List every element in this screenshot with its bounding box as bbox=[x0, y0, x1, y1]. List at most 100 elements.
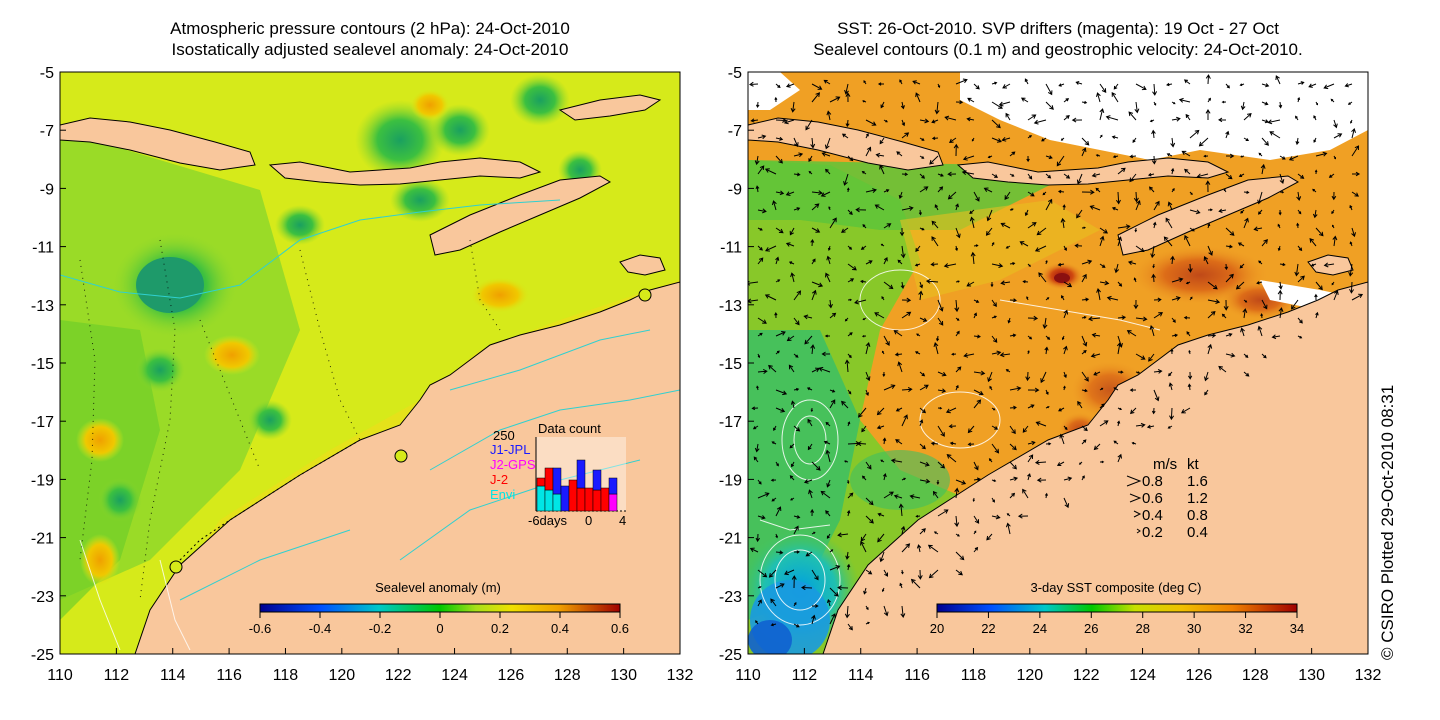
right-x-tick-label: 122 bbox=[1073, 667, 1100, 684]
velocity-arrow bbox=[1000, 280, 1011, 286]
left-y-tick-label: -9 bbox=[40, 181, 54, 198]
velocity-arrow bbox=[1151, 273, 1156, 283]
velocity-arrow bbox=[1036, 477, 1047, 483]
velocity-arrow bbox=[1111, 206, 1119, 211]
right-y-tick-label: -15 bbox=[719, 356, 742, 373]
velocity-arrow bbox=[811, 569, 819, 581]
velocity-arrow bbox=[1314, 169, 1318, 175]
velocity-arrow bbox=[1135, 316, 1148, 322]
velocity-arrow bbox=[860, 533, 867, 542]
velocity-arrow bbox=[1000, 222, 1011, 229]
velocity-arrow bbox=[901, 206, 914, 211]
velocity-arrow bbox=[893, 330, 903, 337]
velocity-arrow bbox=[841, 400, 849, 409]
velocity-arrow bbox=[847, 278, 855, 283]
velocity-arrow bbox=[1059, 433, 1065, 445]
velocity-arrow bbox=[919, 461, 930, 467]
velocity-arrow bbox=[804, 335, 813, 345]
velocity-arrow bbox=[973, 477, 981, 482]
velocity-arrow bbox=[1096, 288, 1101, 301]
velocity-arrow bbox=[1081, 226, 1086, 229]
velocity-arrow bbox=[775, 117, 787, 123]
velocity-arrow bbox=[1309, 237, 1317, 247]
velocity-arrow bbox=[973, 546, 979, 553]
velocity-arrow bbox=[1315, 281, 1323, 291]
velocity-arrow bbox=[915, 92, 921, 103]
velocity-arrow bbox=[801, 585, 813, 591]
velocity-arrow bbox=[1129, 154, 1137, 159]
velocity-arrow bbox=[825, 272, 831, 283]
velocity-arrow bbox=[1261, 83, 1270, 88]
velocity-arrow bbox=[1113, 83, 1119, 90]
inset-x-label-start: -6days bbox=[528, 513, 568, 528]
velocity-arrow bbox=[912, 80, 921, 85]
velocity-arrow bbox=[820, 490, 831, 499]
velocity-arrow bbox=[1081, 100, 1088, 104]
velocity-arrow bbox=[828, 299, 833, 309]
australia-landmass-sst bbox=[822, 281, 1368, 654]
velocity-arrow bbox=[1153, 101, 1157, 106]
velocity-arrow bbox=[1226, 153, 1235, 159]
velocity-arrow bbox=[1189, 209, 1201, 215]
velocity-arrow bbox=[1277, 289, 1283, 301]
velocity-arrow bbox=[967, 442, 975, 447]
velocity-arrow bbox=[963, 352, 975, 358]
velocity-arrow bbox=[1218, 117, 1227, 123]
velocity-arrow bbox=[806, 387, 813, 391]
velocity-arrow bbox=[1183, 79, 1191, 85]
velocity-arrow bbox=[846, 563, 851, 571]
velocity-arrow bbox=[919, 227, 925, 231]
velocity-arrow bbox=[1091, 332, 1101, 338]
velocity-arrow bbox=[808, 170, 813, 175]
velocity-arrow bbox=[1099, 227, 1109, 234]
velocity-arrow bbox=[847, 155, 854, 162]
velocity-arrow bbox=[1027, 440, 1036, 446]
velocity-arrow bbox=[1297, 173, 1305, 179]
velocity-arrow bbox=[883, 335, 890, 346]
velocity-arrow bbox=[1081, 439, 1087, 445]
velocity-arrow bbox=[865, 133, 869, 139]
velocity-arrow bbox=[944, 115, 957, 121]
velocity-arrow bbox=[1026, 296, 1029, 301]
velocity-arrow bbox=[1347, 101, 1353, 105]
velocity-arrow bbox=[1189, 129, 1200, 139]
right-y-tick-label: -7 bbox=[728, 123, 742, 140]
velocity-arrow bbox=[783, 119, 795, 125]
velocity-arrow bbox=[1242, 308, 1248, 319]
velocity-arrow bbox=[969, 216, 975, 229]
velocity-arrow bbox=[919, 317, 928, 322]
velocity-arrow bbox=[969, 209, 975, 215]
velocity-arrow bbox=[1315, 311, 1319, 319]
velocity-arrow bbox=[1168, 382, 1173, 391]
velocity-arrow bbox=[790, 497, 795, 501]
legend-j2-gps: J2-GPS bbox=[490, 457, 536, 472]
velocity-arrow bbox=[897, 259, 903, 265]
velocity-arrow bbox=[1045, 155, 1053, 160]
velocity-arrow bbox=[967, 97, 975, 103]
velocity-arrow bbox=[1243, 217, 1249, 229]
velocity-arrow bbox=[1253, 226, 1263, 232]
velocity-arrow bbox=[1204, 389, 1209, 396]
velocity-arrow bbox=[973, 399, 982, 409]
left-y-tick-label: -21 bbox=[31, 531, 54, 548]
velocity-arrow bbox=[933, 342, 939, 355]
velocity-arrow bbox=[775, 506, 782, 517]
velocity-arrow bbox=[775, 256, 780, 265]
velocity-arrow bbox=[793, 525, 799, 535]
velocity-arrow bbox=[937, 509, 949, 517]
velocity-arrow bbox=[1081, 137, 1090, 146]
velocity-arrow bbox=[1279, 155, 1286, 160]
velocity-arrow bbox=[937, 371, 947, 377]
velocity-arrow bbox=[917, 569, 923, 580]
velocity-arrow bbox=[1207, 310, 1216, 319]
sst-colorbar-tick-label: 24 bbox=[1033, 621, 1047, 636]
velocity-arrow bbox=[1009, 386, 1022, 391]
velocity-arrow bbox=[793, 207, 801, 211]
velocity-arrow bbox=[1146, 424, 1155, 429]
velocity-arrow bbox=[785, 83, 795, 88]
left-x-tick-label: 128 bbox=[554, 667, 581, 684]
right-x-tick-label: 128 bbox=[1242, 667, 1269, 684]
velocity-arrow bbox=[1117, 315, 1127, 320]
velocity-arrow bbox=[825, 168, 831, 175]
